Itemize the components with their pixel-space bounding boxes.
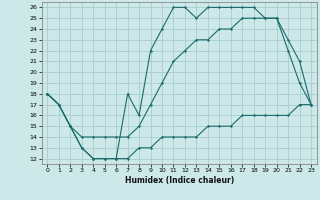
- X-axis label: Humidex (Indice chaleur): Humidex (Indice chaleur): [124, 176, 234, 185]
